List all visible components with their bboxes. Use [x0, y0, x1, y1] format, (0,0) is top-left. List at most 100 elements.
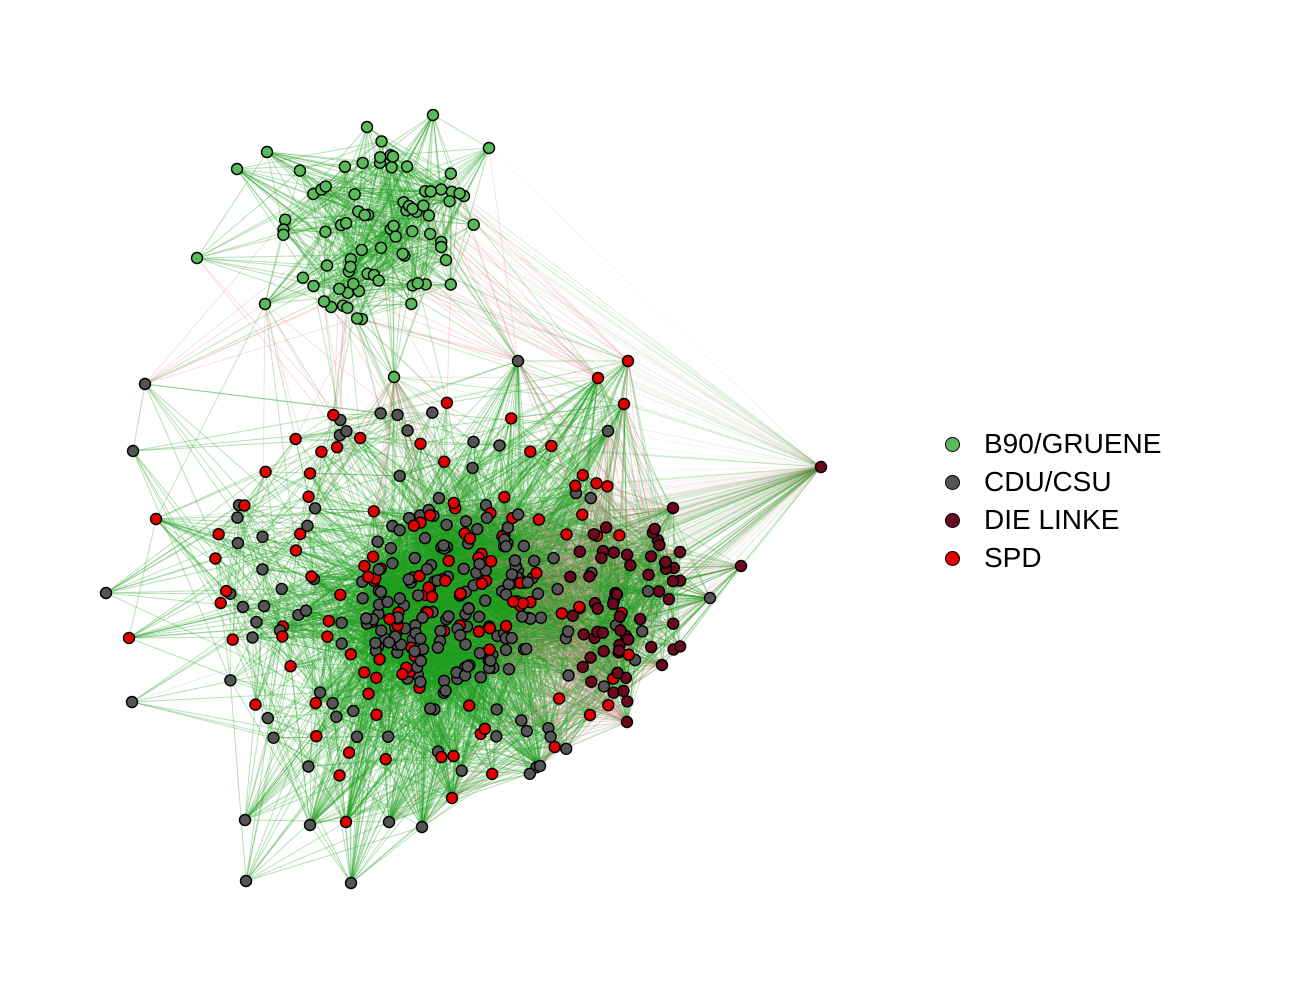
network-edge	[325, 186, 369, 274]
network-edge	[283, 229, 348, 309]
network-edge	[417, 201, 451, 284]
network-edge	[335, 621, 373, 718]
network-edge	[425, 215, 430, 285]
network-edge	[379, 157, 382, 248]
network-edge	[387, 626, 468, 738]
network-edge	[283, 229, 349, 294]
network-edge	[373, 155, 392, 276]
network-edge	[196, 257, 325, 302]
network-edge	[373, 246, 442, 276]
network-edge	[404, 255, 629, 362]
network-edge	[364, 214, 447, 261]
network-edge	[330, 255, 405, 308]
network-edge	[479, 592, 616, 618]
network-edge	[338, 194, 356, 289]
network-edge	[412, 284, 629, 362]
network-edge	[367, 214, 404, 255]
network-edge	[302, 228, 392, 279]
network-edge	[325, 193, 356, 233]
network-edge	[340, 166, 346, 226]
network-edge	[371, 621, 377, 715]
network-edge	[264, 231, 326, 305]
network-edge	[236, 168, 426, 192]
network-edge	[449, 201, 452, 285]
network-edge	[390, 228, 599, 379]
network-edge	[283, 229, 326, 233]
network-edge	[266, 151, 450, 202]
network-edge	[284, 162, 381, 221]
network-edge	[320, 189, 369, 274]
network-edge	[283, 156, 394, 236]
network-edge	[330, 223, 347, 308]
network-edge	[266, 151, 301, 171]
network-edge	[344, 166, 375, 276]
network-edge	[283, 234, 328, 266]
network-edge	[321, 189, 431, 193]
network-edge	[391, 167, 405, 256]
network-edge	[406, 166, 431, 235]
network-edge	[347, 303, 412, 309]
network-edge	[485, 600, 617, 626]
network-edge	[445, 201, 451, 261]
network-edge	[313, 246, 442, 287]
network-edge	[313, 270, 350, 287]
network-edge	[264, 214, 366, 305]
network-edge	[321, 189, 450, 202]
network-edge	[236, 162, 380, 170]
network-edge	[358, 147, 490, 212]
network-edge	[367, 190, 426, 216]
network-edge	[196, 170, 301, 259]
network-edge	[443, 680, 522, 721]
network-edge	[299, 170, 392, 230]
network-edge	[364, 214, 474, 226]
network-edge	[312, 193, 347, 224]
network-edge	[440, 195, 465, 243]
network-edge	[236, 168, 344, 306]
network-edge	[361, 114, 434, 251]
network-edge	[450, 147, 490, 285]
network-edge	[325, 185, 442, 243]
network-edge	[364, 214, 404, 255]
network-edge	[347, 167, 393, 294]
network-edge	[323, 301, 395, 378]
network-edge	[364, 214, 452, 285]
network-edge	[266, 151, 404, 203]
network-edge	[323, 301, 347, 432]
network-edge	[412, 285, 599, 379]
network-edge	[325, 231, 442, 243]
network-edge	[236, 140, 382, 170]
network-edge	[367, 214, 419, 284]
network-edge	[321, 189, 413, 210]
network-edge	[358, 190, 426, 212]
network-edge	[325, 186, 347, 224]
network-edge	[364, 215, 375, 276]
network-edge	[412, 577, 468, 627]
network-edge	[392, 156, 442, 243]
network-edge	[366, 126, 380, 281]
network-edge	[313, 194, 356, 287]
network-edge	[391, 167, 452, 285]
network-edge	[380, 215, 430, 249]
network-edge	[350, 246, 442, 260]
network-edge	[264, 205, 410, 305]
network-edge	[283, 214, 369, 236]
network-edge	[299, 140, 382, 172]
network-edge	[332, 290, 360, 416]
network-edge	[266, 151, 442, 190]
network-edge	[459, 147, 490, 194]
network-edge	[284, 219, 351, 268]
network-edge	[356, 317, 519, 362]
network-edge	[444, 680, 560, 700]
network-edge	[350, 653, 445, 682]
network-edge	[285, 209, 407, 221]
network-edge	[380, 247, 412, 305]
network-edge	[380, 284, 427, 414]
network-edge	[339, 305, 344, 421]
network-edge	[358, 283, 451, 292]
network-edge	[325, 185, 450, 202]
network-edge	[346, 307, 361, 439]
network-edge	[356, 318, 382, 414]
network-edge	[283, 162, 381, 230]
network-edge	[484, 600, 592, 683]
network-edge	[338, 147, 490, 290]
